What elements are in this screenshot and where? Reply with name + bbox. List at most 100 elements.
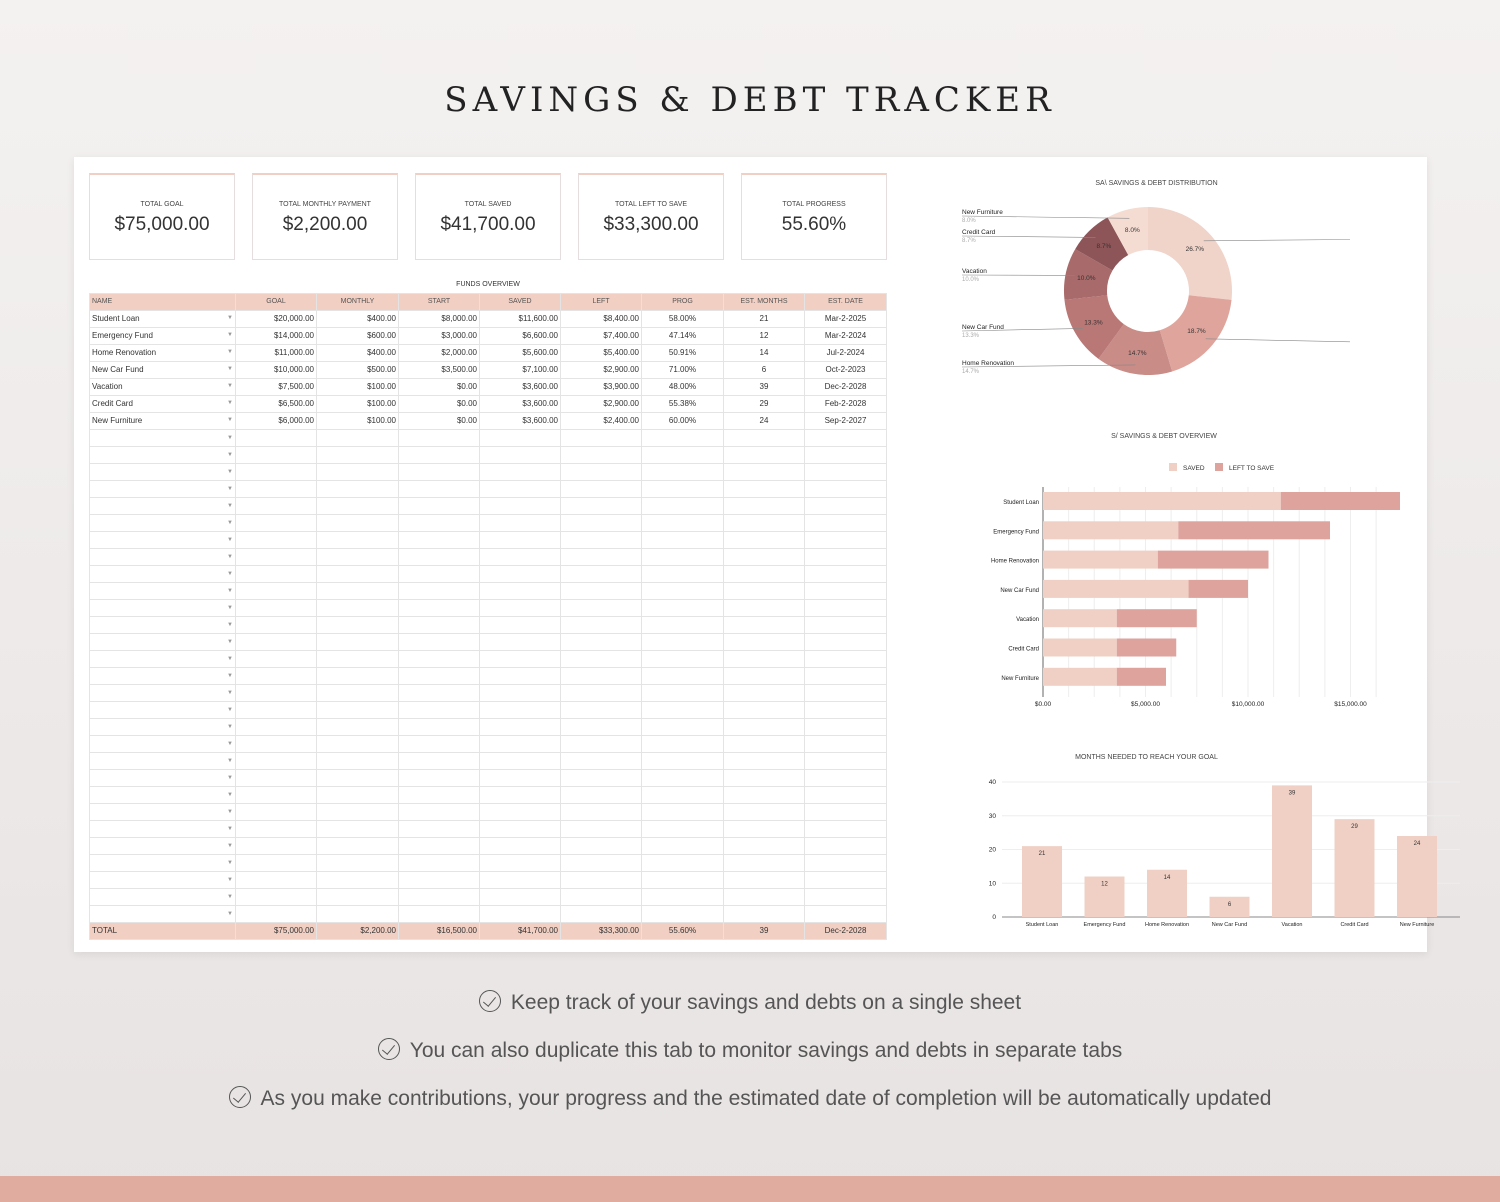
- table-cell[interactable]: [398, 564, 480, 583]
- table-cell[interactable]: $0.00: [398, 394, 480, 413]
- table-cell[interactable]: [316, 717, 399, 736]
- table-cell[interactable]: [398, 513, 480, 532]
- dropdown-arrow-icon[interactable]: ▼: [227, 656, 233, 662]
- dropdown-arrow-icon[interactable]: ▼: [227, 826, 233, 832]
- table-cell[interactable]: [479, 700, 561, 719]
- table-cell[interactable]: [723, 802, 805, 821]
- table-cell[interactable]: [803, 819, 888, 838]
- table-cell[interactable]: [803, 530, 888, 549]
- table-cell[interactable]: $6,000.00: [235, 411, 317, 430]
- table-cell[interactable]: 71.00%: [641, 360, 724, 379]
- table-cell[interactable]: [235, 513, 317, 532]
- table-cell[interactable]: [560, 904, 642, 923]
- table-cell[interactable]: [560, 598, 642, 617]
- table-cell[interactable]: [641, 598, 724, 617]
- dropdown-arrow-icon[interactable]: ▼: [227, 486, 233, 492]
- table-cell[interactable]: 50.91%: [641, 343, 724, 362]
- table-cell[interactable]: [235, 598, 317, 617]
- dropdown-arrow-icon[interactable]: ▼: [227, 894, 233, 900]
- table-cell[interactable]: [560, 785, 642, 804]
- table-cell[interactable]: [316, 462, 399, 481]
- table-cell[interactable]: [560, 734, 642, 753]
- table-cell[interactable]: [316, 496, 399, 515]
- table-cell[interactable]: [560, 853, 642, 872]
- table-cell[interactable]: [803, 836, 888, 855]
- table-cell[interactable]: [803, 547, 888, 566]
- table-cell[interactable]: $3,000.00: [398, 326, 480, 345]
- table-cell[interactable]: [803, 853, 888, 872]
- table-cell[interactable]: [316, 836, 399, 855]
- table-cell[interactable]: [316, 870, 399, 889]
- table-cell[interactable]: [316, 564, 399, 583]
- table-cell[interactable]: [723, 683, 805, 702]
- table-cell[interactable]: [316, 598, 399, 617]
- table-cell[interactable]: $2,000.00: [398, 343, 480, 362]
- table-cell[interactable]: [398, 870, 480, 889]
- table-cell[interactable]: [723, 547, 805, 566]
- table-cell[interactable]: [316, 802, 399, 821]
- table-cell[interactable]: Oct-2-2023: [803, 360, 888, 379]
- name-cell[interactable]: ▼ New Car Fund: [89, 360, 236, 379]
- table-cell[interactable]: [316, 751, 399, 770]
- table-cell[interactable]: [803, 632, 888, 651]
- name-cell[interactable]: ▼: [89, 904, 236, 923]
- table-cell[interactable]: [723, 785, 805, 804]
- table-cell[interactable]: [723, 479, 805, 498]
- table-cell[interactable]: [398, 462, 480, 481]
- dropdown-arrow-icon[interactable]: ▼: [227, 690, 233, 696]
- name-cell[interactable]: ▼: [89, 496, 236, 515]
- table-cell[interactable]: [235, 853, 317, 872]
- table-cell[interactable]: [641, 513, 724, 532]
- dropdown-arrow-icon[interactable]: ▼: [227, 503, 233, 509]
- table-cell[interactable]: [560, 802, 642, 821]
- table-cell[interactable]: [560, 547, 642, 566]
- table-cell[interactable]: 6: [723, 360, 805, 379]
- table-cell[interactable]: Mar-2-2024: [803, 326, 888, 345]
- table-cell[interactable]: $0.00: [398, 377, 480, 396]
- table-cell[interactable]: $2,900.00: [560, 360, 642, 379]
- table-cell[interactable]: $11,600.00: [479, 309, 561, 328]
- table-cell[interactable]: [560, 768, 642, 787]
- table-cell[interactable]: [479, 666, 561, 685]
- table-cell[interactable]: [641, 802, 724, 821]
- dropdown-arrow-icon[interactable]: ▼: [227, 349, 233, 355]
- table-cell[interactable]: $6,600.00: [479, 326, 561, 345]
- table-cell[interactable]: [316, 547, 399, 566]
- table-cell[interactable]: [316, 530, 399, 549]
- name-cell[interactable]: ▼: [89, 887, 236, 906]
- table-cell[interactable]: [560, 751, 642, 770]
- name-cell[interactable]: ▼ Student Loan: [89, 309, 236, 328]
- name-cell[interactable]: ▼: [89, 836, 236, 855]
- dropdown-arrow-icon[interactable]: ▼: [227, 435, 233, 441]
- table-cell[interactable]: [398, 530, 480, 549]
- name-cell[interactable]: ▼: [89, 785, 236, 804]
- name-cell[interactable]: ▼: [89, 870, 236, 889]
- name-cell[interactable]: ▼ Home Renovation: [89, 343, 236, 362]
- table-cell[interactable]: $11,000.00: [235, 343, 317, 362]
- table-cell[interactable]: [235, 445, 317, 464]
- table-cell[interactable]: [803, 700, 888, 719]
- dropdown-arrow-icon[interactable]: ▼: [227, 400, 233, 406]
- table-cell[interactable]: [316, 649, 399, 668]
- table-cell[interactable]: [641, 683, 724, 702]
- table-cell[interactable]: [641, 479, 724, 498]
- table-cell[interactable]: [479, 683, 561, 702]
- dropdown-arrow-icon[interactable]: ▼: [227, 639, 233, 645]
- name-cell[interactable]: ▼ Emergency Fund: [89, 326, 236, 345]
- table-cell[interactable]: Jul-2-2024: [803, 343, 888, 362]
- name-cell[interactable]: ▼: [89, 445, 236, 464]
- table-cell[interactable]: [316, 513, 399, 532]
- name-cell[interactable]: ▼: [89, 819, 236, 838]
- table-cell[interactable]: [560, 819, 642, 838]
- dropdown-arrow-icon[interactable]: ▼: [227, 417, 233, 423]
- table-cell[interactable]: [641, 581, 724, 600]
- table-cell[interactable]: [398, 853, 480, 872]
- table-cell[interactable]: [803, 598, 888, 617]
- table-cell[interactable]: [398, 819, 480, 838]
- table-cell[interactable]: [803, 870, 888, 889]
- table-cell[interactable]: [479, 428, 561, 447]
- table-cell[interactable]: [723, 513, 805, 532]
- table-cell[interactable]: [641, 700, 724, 719]
- dropdown-arrow-icon[interactable]: ▼: [227, 452, 233, 458]
- dropdown-arrow-icon[interactable]: ▼: [227, 537, 233, 543]
